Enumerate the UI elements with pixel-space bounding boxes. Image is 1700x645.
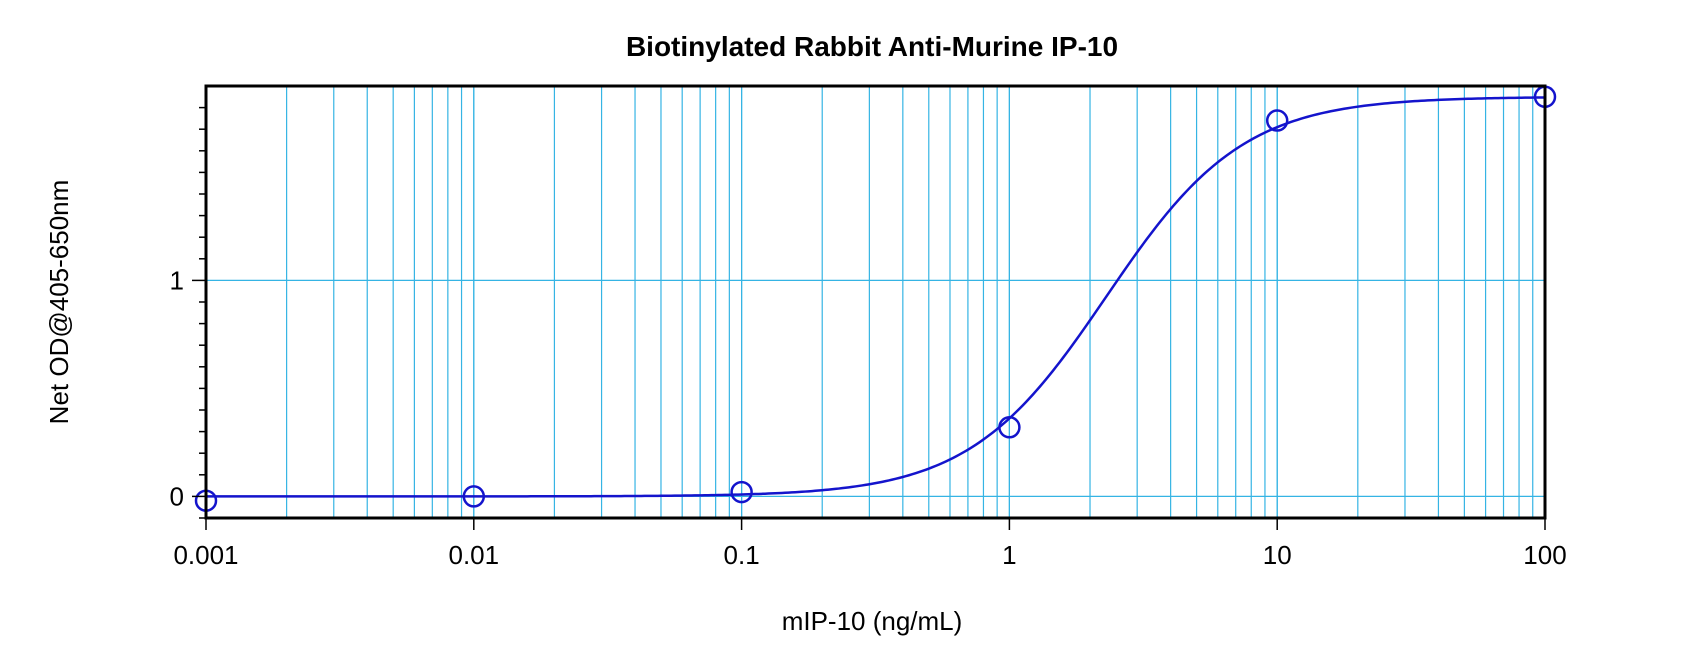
y-tick-label: 0 [170, 481, 184, 511]
data-point [1265, 109, 1289, 132]
x-tick-label: 10 [1263, 540, 1292, 570]
x-tick-label: 0.001 [173, 540, 238, 570]
data-points [194, 85, 1557, 512]
data-point [998, 416, 1021, 439]
x-tick-label: 0.1 [724, 540, 760, 570]
data-point [730, 480, 753, 504]
chart-title: Biotinylated Rabbit Anti-Murine IP-10 [626, 31, 1118, 62]
fit-curve [206, 96, 1546, 498]
x-tick-label: 1 [1002, 540, 1016, 570]
x-axis-ticks: 0.001 0.01 0.1 1 10 100 [173, 518, 1567, 570]
data-point [462, 485, 486, 508]
plot-frame [204, 84, 1547, 520]
grid-lines [205, 86, 1546, 518]
x-tick-label: 100 [1523, 540, 1566, 570]
x-axis-label: mIP-10 (ng/mL) [782, 606, 963, 636]
fit-curve-layer [206, 96, 1546, 498]
y-tick-label: 1 [170, 265, 184, 295]
y-axis-label: Net OD@405-650nm [44, 180, 74, 425]
y-axis-ticks: 01 [170, 106, 206, 519]
x-tick-label: 0.01 [448, 540, 499, 570]
